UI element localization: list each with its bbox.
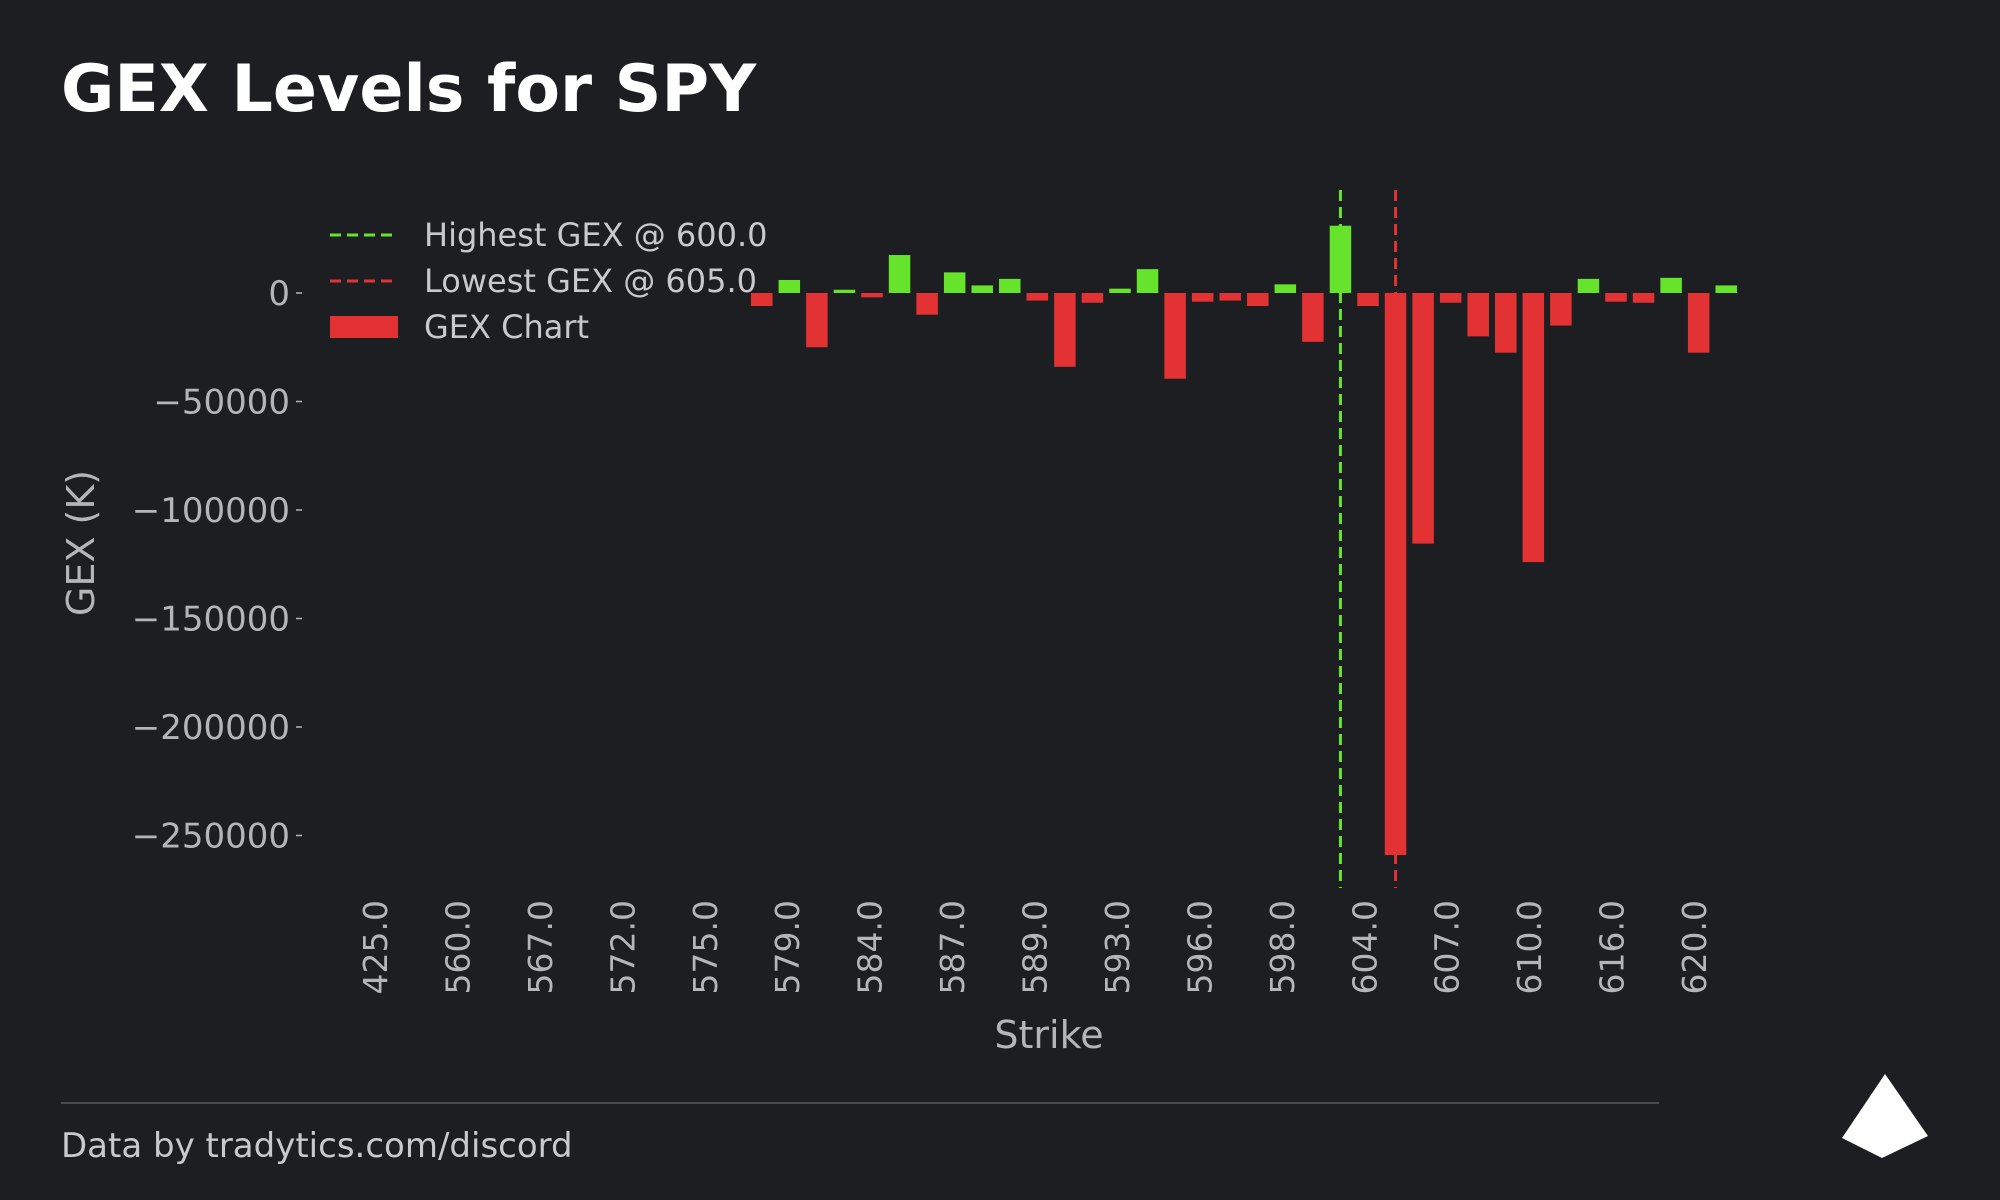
- gex-bar: [1219, 293, 1241, 301]
- page-title: GEX Levels for SPY: [61, 52, 757, 127]
- y-tick-label: 0: [268, 274, 290, 314]
- y-tick-label: −200000: [132, 708, 290, 748]
- x-tick-label: 575.0: [686, 900, 725, 994]
- x-tick-label: 579.0: [768, 900, 807, 994]
- gex-bar: [971, 285, 993, 293]
- x-tick-label: 616.0: [1593, 900, 1632, 994]
- gex-bar: [1439, 293, 1462, 303]
- legend-label: Lowest GEX @ 605.0: [424, 262, 757, 300]
- y-tick-label: −100000: [132, 491, 290, 531]
- x-axis-label: Strike: [994, 1013, 1103, 1057]
- gex-bar: [1715, 285, 1737, 293]
- gex-bar: [1274, 284, 1297, 293]
- x-tick-label: 610.0: [1510, 900, 1549, 994]
- gex-bar: [1550, 293, 1572, 326]
- gex-bar: [916, 293, 938, 315]
- gex-bar: [1660, 277, 1682, 293]
- y-axis-label: GEX (K): [59, 470, 103, 616]
- x-tick-label: 425.0: [356, 900, 395, 994]
- x-tick-label: 593.0: [1098, 900, 1137, 994]
- gex-bar: [1357, 293, 1379, 307]
- tradytics-logo-icon: [1842, 1074, 1928, 1158]
- gex-bar: [999, 278, 1021, 293]
- gex-bar: [1136, 269, 1159, 293]
- footer-divider: [61, 1102, 1659, 1104]
- gex-bar: [751, 293, 773, 307]
- x-tick-label: 598.0: [1263, 900, 1302, 994]
- x-tick-label: 584.0: [851, 900, 890, 994]
- y-tick-label: −150000: [132, 600, 290, 640]
- footer-credit[interactable]: Data by tradytics.com/discord: [61, 1126, 573, 1166]
- gex-bar: [1577, 278, 1600, 293]
- gex-bar: [1495, 293, 1517, 353]
- legend-swatch-gex: [330, 316, 398, 338]
- gex-bar: [888, 255, 911, 293]
- gex-bar: [806, 293, 828, 348]
- x-tick-label: 572.0: [603, 900, 642, 994]
- x-tick-label: 596.0: [1180, 900, 1219, 994]
- legend-label: Highest GEX @ 600.0: [424, 216, 768, 254]
- y-tick-label: −50000: [153, 383, 290, 423]
- gex-bar: [778, 279, 801, 293]
- gex-bar: [1109, 288, 1131, 293]
- x-tick-label: 589.0: [1016, 900, 1055, 994]
- gex-bar: [1054, 293, 1076, 367]
- x-tick-label: 604.0: [1345, 900, 1384, 994]
- x-tick-label: 587.0: [933, 900, 972, 994]
- gex-bar: [1467, 293, 1489, 337]
- gex-bar: [1247, 293, 1269, 307]
- gex-bar: [943, 272, 966, 293]
- gex-bar: [1522, 293, 1545, 563]
- gex-bar: [861, 293, 883, 298]
- x-tick-label: 607.0: [1428, 900, 1467, 994]
- legend-label: GEX Chart: [424, 308, 589, 346]
- gex-bar-chart: 0 −50000 −100000 −150000 −200000 −250000 425.0…: [59, 190, 1737, 1057]
- gex-bar: [1687, 293, 1710, 353]
- gex-bar: [1191, 293, 1214, 302]
- gex-bar: [1164, 293, 1186, 379]
- x-tick-label: 560.0: [438, 900, 477, 994]
- gex-bar: [1302, 293, 1324, 342]
- gex-bar: [1412, 293, 1434, 544]
- gex-bar: [1605, 293, 1627, 302]
- gex-bar: [1632, 293, 1655, 303]
- x-tick-label: 620.0: [1675, 900, 1714, 994]
- gex-bar: [833, 289, 856, 293]
- y-tick-label: −250000: [132, 817, 290, 857]
- gex-bar: [1026, 293, 1049, 301]
- x-tick-label: 567.0: [521, 900, 560, 994]
- gex-bar: [1081, 293, 1104, 303]
